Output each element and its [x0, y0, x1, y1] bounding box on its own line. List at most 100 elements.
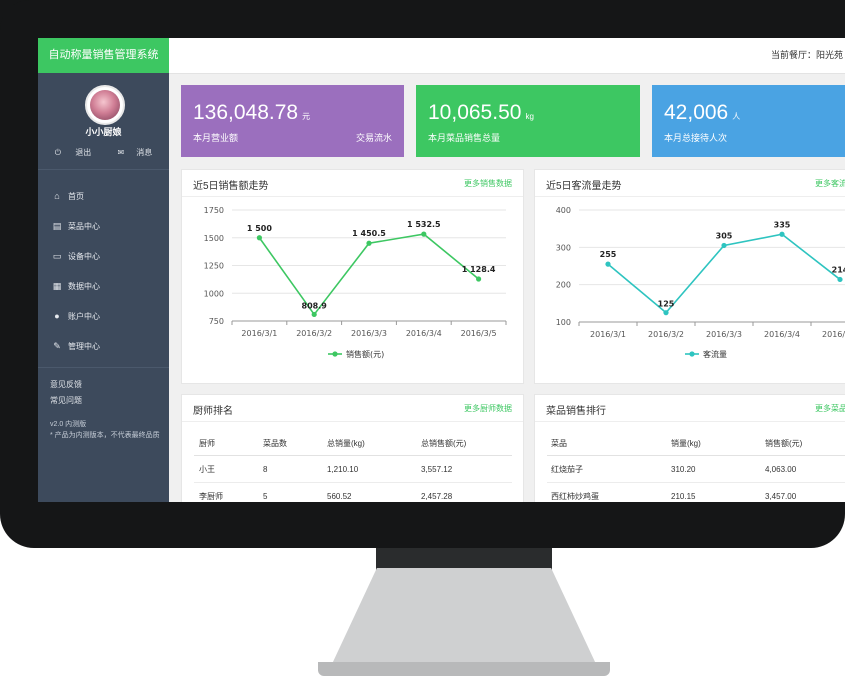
avatar-image: [90, 90, 120, 120]
sidebar-item-dishes[interactable]: ▤ 菜品中心: [38, 211, 169, 241]
chef-table: 厨师 菜品数 总销量(kg) 总销售额(元) 小王 8 1,210.10 3,5…: [194, 431, 512, 502]
transactions-link[interactable]: 交易流水: [355, 133, 392, 143]
messages-label: 消息: [136, 148, 153, 157]
table-cell: 210.15: [670, 482, 764, 502]
sidebar-item-admin[interactable]: ✎ 管理中心: [38, 331, 169, 361]
column-header[interactable]: 菜品数: [262, 431, 326, 456]
stat-label: 本月营业额: [193, 133, 239, 143]
data-point: [366, 240, 372, 246]
column-header[interactable]: 厨师: [194, 431, 262, 456]
column-header[interactable]: 销量(kg): [670, 431, 764, 456]
data-label: 305: [716, 231, 733, 240]
y-tick-label: 1500: [204, 234, 224, 243]
dish-table: 菜品 销量(kg) 销售额(元) 红烧茄子 310.20 4,063.00 西红…: [547, 431, 845, 502]
data-label: 214: [832, 265, 845, 274]
data-label: 1 532.5: [407, 220, 441, 229]
logout-button[interactable]: ⏻ 退出: [49, 147, 98, 158]
table-row[interactable]: 红烧茄子 310.20 4,063.00: [547, 455, 845, 483]
data-point: [605, 261, 611, 267]
x-tick-label: 2016/3/1: [590, 330, 626, 339]
table-cell: 8: [262, 455, 326, 483]
more-chef-link[interactable]: 更多厨师数据: [464, 404, 512, 413]
sidebar-item-label: 菜品中心: [68, 222, 100, 231]
more-sales-link[interactable]: 更多销售数据: [464, 179, 512, 188]
table-row[interactable]: 西红柿炒鸡蛋 210.15 3,457.00: [547, 482, 845, 502]
panel-header: 近5日客流量走势 更多客流量数据: [535, 170, 845, 197]
data-point: [476, 276, 482, 282]
stat-unit: 人: [732, 112, 741, 121]
database-icon: ▦: [52, 281, 62, 291]
app-title[interactable]: 自动称量销售管理系统: [38, 38, 169, 73]
data-label: 808.9: [302, 301, 328, 310]
stat-card-weight[interactable]: 10,065.50 kg 本月菜品销售总量: [416, 85, 640, 157]
column-header[interactable]: 总销售额(元): [420, 431, 512, 456]
table-cell: 李厨师: [194, 482, 262, 502]
traffic-line-chart: 100 200 300 400 2016/3/1 2016/3/2 2016/3/3 2016…: [556, 206, 845, 359]
chef-ranking-panel: 厨师排名 更多厨师数据 厨师 菜品数 总销量(kg) 总销售额(元) 小王 8 …: [181, 394, 524, 502]
sidebar-item-data[interactable]: ▦ 数据中心: [38, 271, 169, 301]
table-header-row: 菜品 销量(kg) 销售额(元): [547, 431, 845, 456]
stat-value: 10,065.50 kg: [428, 101, 534, 125]
panel-header: 菜品销售排行 更多菜品数据: [535, 395, 845, 422]
version-note: * 产品为内测版本，不代表最终品质: [50, 432, 160, 439]
table-cell: 小王: [194, 455, 262, 483]
table-row[interactable]: 李厨师 5 560.52 2,457.28: [194, 482, 512, 502]
stat-number: 10,065.50: [428, 101, 522, 124]
avatar[interactable]: [85, 85, 125, 125]
screen: 自动称量销售管理系统 当前餐厅：阳光苑 小小厨娘 ⏻ 退出 ✉ 消息 ⌂ 首页 ▤ 菜…: [38, 38, 845, 502]
logout-label: 退出: [75, 148, 92, 157]
stat-value: 42,006 人: [664, 101, 740, 125]
stat-number: 136,048.78: [193, 101, 299, 124]
version-info: v2.0 内测版 * 产品为内测版本，不代表最终品质: [50, 419, 160, 441]
data-label: 255: [600, 250, 617, 259]
table-cell: 560.52: [326, 482, 420, 502]
sidebar-item-devices[interactable]: ▭ 设备中心: [38, 241, 169, 271]
current-restaurant[interactable]: 当前餐厅：阳光苑: [770, 50, 843, 60]
panel-title: 菜品销售排行: [546, 406, 606, 417]
sidebar-item-home[interactable]: ⌂ 首页: [38, 181, 169, 211]
x-tick-label: 2016/3/5: [461, 329, 497, 338]
feedback-link[interactable]: 意见反馈: [50, 380, 82, 389]
x-tick-label: 2016/3/4: [406, 329, 442, 338]
x-tick-label: 2016/3/2: [648, 330, 684, 339]
data-point: [779, 231, 785, 237]
version-label: v2.0 内测版: [50, 421, 87, 428]
divider: [38, 169, 169, 170]
table-row[interactable]: 小王 8 1,210.10 3,557.12: [194, 455, 512, 483]
more-traffic-link[interactable]: 更多客流量数据: [815, 179, 845, 188]
y-tick-label: 1750: [204, 206, 224, 215]
more-dish-link[interactable]: 更多菜品数据: [815, 404, 845, 413]
y-tick-label: 400: [556, 206, 571, 215]
data-point: [311, 311, 317, 318]
column-header[interactable]: 总销量(kg): [326, 431, 420, 456]
sidebar-links: 意见反馈 常见问题: [50, 377, 82, 409]
power-icon: ⏻: [54, 148, 62, 157]
series-line: [258, 233, 480, 316]
data-label: 125: [658, 300, 675, 309]
data-label: 1 128.4: [462, 265, 496, 274]
stat-card-visitors[interactable]: 42,006 人 本月总接待人次: [652, 85, 845, 157]
stat-number: 42,006: [664, 101, 729, 124]
stat-label: 本月总接待人次: [664, 133, 728, 143]
data-label: 335: [774, 220, 791, 229]
stat-card-revenue[interactable]: 136,048.78 元 本月营业额 交易流水: [181, 85, 404, 157]
sidebar-item-label: 管理中心: [68, 342, 100, 351]
column-header[interactable]: 销售额(元): [764, 431, 845, 456]
sidebar-item-accounts[interactable]: ● 账户中心: [38, 301, 169, 331]
legend-label: 销售额(元): [346, 349, 384, 359]
column-header[interactable]: 菜品: [547, 431, 670, 456]
table-cell: 3,457.00: [764, 482, 845, 502]
home-icon: ⌂: [54, 191, 60, 201]
messages-button[interactable]: ✉ 消息: [112, 147, 159, 158]
legend-marker: [689, 351, 695, 357]
table-cell: 西红柿炒鸡蛋: [547, 482, 670, 502]
sidebar-item-label: 账户中心: [68, 312, 100, 321]
x-tick-label: 2016/3/2: [296, 329, 332, 338]
data-point: [837, 276, 843, 283]
sales-line-chart: 750 1000 1250 1500 1750 2016/3/1 2016/3/2 2016/…: [204, 206, 507, 359]
table-cell: 5: [262, 482, 326, 502]
data-point: [256, 235, 262, 241]
data-point: [421, 231, 427, 237]
faq-link[interactable]: 常见问题: [50, 396, 82, 405]
table-cell: 红烧茄子: [547, 455, 670, 483]
